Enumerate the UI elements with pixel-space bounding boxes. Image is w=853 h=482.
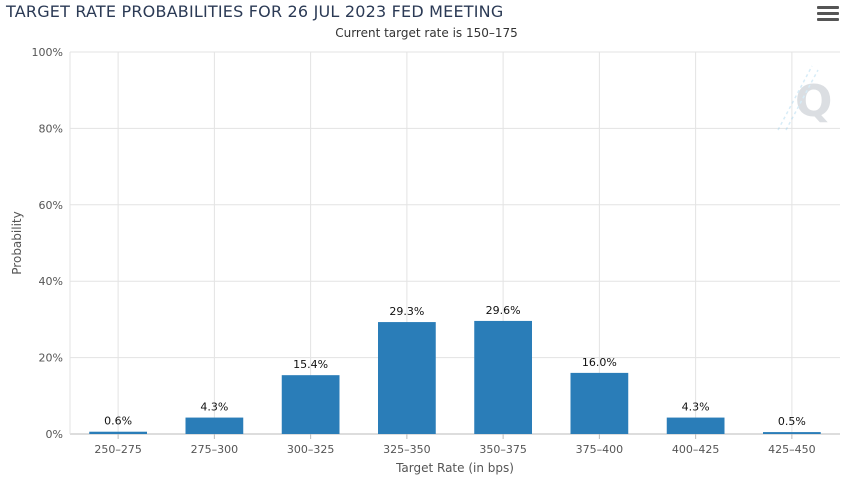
x-tick-label: 375–400 [576, 443, 624, 456]
x-tick-label: 325–350 [383, 443, 431, 456]
data-label: 29.3% [389, 305, 424, 318]
bar[interactable] [474, 320, 532, 434]
chart-title: TARGET RATE PROBABILITIES FOR 26 JUL 202… [6, 2, 504, 21]
data-label: 16.0% [582, 356, 617, 369]
hamburger-menu-icon[interactable] [817, 6, 839, 26]
x-tick-label: 350–375 [479, 443, 527, 456]
tick-labels: 0% 20% 40% 60% 80% 100% 250–275 275–300 300–325 3… [32, 46, 816, 456]
menu-line [817, 6, 839, 9]
bar[interactable] [378, 322, 436, 434]
menu-line [817, 18, 839, 21]
x-tick-label: 300–325 [287, 443, 335, 456]
watermark-logo-icon: Q [777, 65, 832, 131]
data-label: 4.3% [682, 401, 710, 414]
y-tick-label: 20% [39, 352, 63, 365]
x-tick-label: 400–425 [672, 443, 720, 456]
y-tick-label: 100% [32, 46, 63, 59]
data-label: 15.4% [293, 358, 328, 371]
data-labels: 0.6% 4.3% 15.4% 29.3% 29.6% 16.0% 4.3% 0.5% [104, 304, 806, 428]
x-tick-label: 425–450 [768, 443, 816, 456]
bar[interactable] [763, 432, 821, 434]
chart-subtitle: Current target rate is 150–175 [335, 26, 518, 40]
svg-text:Q: Q [795, 76, 832, 127]
bar[interactable] [281, 375, 340, 434]
y-tick-label: 40% [39, 275, 63, 288]
y-axis-title: Probability [10, 211, 24, 274]
bars [89, 320, 821, 434]
x-tick-label: 275–300 [191, 443, 239, 456]
y-tick-label: 60% [39, 199, 63, 212]
data-label: 4.3% [200, 401, 228, 414]
grid [69, 51, 840, 435]
x-tick-label: 250–275 [94, 443, 142, 456]
y-tick-label: 80% [39, 122, 63, 135]
x-axis-title: Target Rate (in bps) [395, 461, 514, 475]
y-tick-label: 0% [46, 428, 63, 441]
bar[interactable] [666, 417, 725, 434]
data-label: 0.6% [104, 415, 132, 428]
bar[interactable] [570, 372, 629, 434]
data-label: 29.6% [486, 304, 521, 317]
bar[interactable] [89, 431, 147, 434]
data-label: 0.5% [778, 415, 806, 428]
bar[interactable] [185, 417, 244, 434]
menu-line [817, 12, 839, 15]
